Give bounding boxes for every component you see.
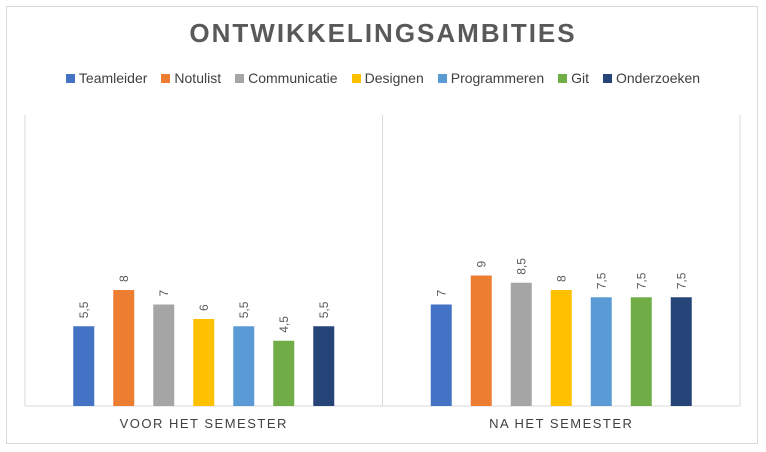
legend-label: Teamleider <box>78 70 148 86</box>
bar-teamleider-0 <box>73 326 95 406</box>
bar-notulist-0 <box>113 290 135 406</box>
bar-designen-1 <box>550 290 572 406</box>
bar-programmeren-0 <box>233 326 255 406</box>
bar-onderzoeken-1 <box>670 297 692 406</box>
chart-legend: Teamleider Notulist Communicatie Designen Pr… <box>0 70 766 86</box>
data-label: 5,5 <box>77 301 91 318</box>
legend-item-teamleider: Teamleider <box>65 70 148 86</box>
bar-git-1 <box>630 297 652 406</box>
data-label: 5,5 <box>237 301 251 318</box>
bar-communicatie-1 <box>510 282 532 406</box>
legend-swatch <box>235 73 245 83</box>
data-label: 9 <box>474 261 488 268</box>
legend-item-communicatie: Communicatie <box>235 70 338 86</box>
legend-label: Notulist <box>174 70 222 86</box>
data-label: 6 <box>197 304 211 311</box>
data-label: 5,5 <box>317 301 331 318</box>
legend-item-programmeren: Programmeren <box>437 70 545 86</box>
legend-swatch <box>603 73 612 83</box>
data-label: 8 <box>117 275 131 282</box>
category-label: VOOR HET SEMESTER <box>120 416 288 431</box>
legend-item-notulist: Notulist <box>161 70 221 86</box>
legend-item-git: Git <box>558 70 589 86</box>
legend-label: Git <box>571 70 589 86</box>
data-label: 7,5 <box>634 272 648 289</box>
category-label: NA HET SEMESTER <box>489 416 633 431</box>
bar-communicatie-0 <box>153 304 175 406</box>
legend-swatch <box>161 73 171 83</box>
bar-teamleider-1 <box>430 304 452 406</box>
bar-notulist-1 <box>470 275 492 406</box>
bar-programmeren-1 <box>590 297 612 406</box>
legend-swatch <box>65 73 75 83</box>
legend-item-onderzoeken: Onderzoeken <box>603 70 700 86</box>
data-label: 7,5 <box>674 272 688 289</box>
data-label: 7,5 <box>594 272 608 289</box>
legend-swatch <box>351 73 361 83</box>
legend-label: Onderzoeken <box>616 70 701 86</box>
legend-swatch <box>558 73 568 83</box>
data-label: 7 <box>157 290 171 297</box>
data-label: 8,5 <box>514 258 528 275</box>
legend-label: Communicatie <box>248 70 338 86</box>
data-label: 7 <box>434 290 448 297</box>
legend-label: Designen <box>364 70 424 86</box>
chart-title: ONTWIKKELINGSAMBITIES <box>189 18 577 48</box>
data-label: 4,5 <box>277 316 291 333</box>
bar-onderzoeken-0 <box>313 326 335 406</box>
legend-swatch <box>437 73 447 83</box>
data-label: 8 <box>554 275 568 282</box>
legend-item-designen: Designen <box>351 70 424 86</box>
legend-label: Programmeren <box>450 70 545 86</box>
bar-git-0 <box>273 340 295 406</box>
bar-designen-0 <box>193 319 215 406</box>
